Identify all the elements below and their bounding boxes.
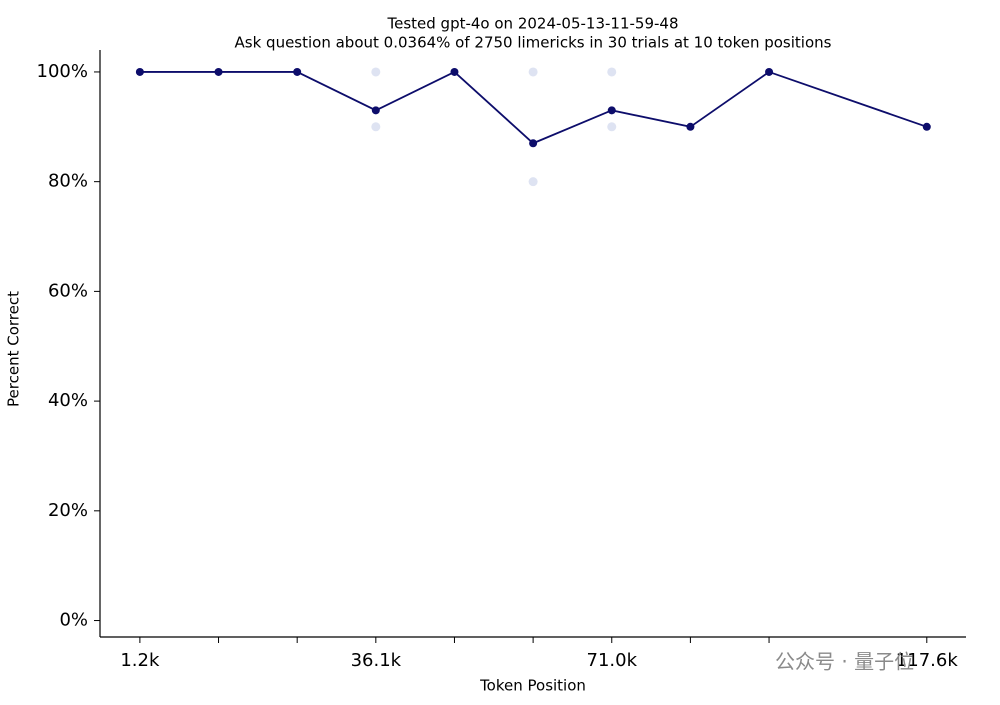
point — [214, 67, 223, 76]
trial-point — [607, 122, 617, 132]
point — [293, 67, 302, 76]
point — [529, 139, 538, 148]
x-tick-label: 36.1k — [351, 650, 402, 671]
point — [686, 122, 695, 131]
y-tick-label: 100% — [37, 61, 88, 82]
point — [765, 67, 774, 76]
trial-point — [528, 177, 538, 187]
point — [922, 122, 931, 131]
point — [607, 106, 616, 115]
trial-point — [528, 67, 538, 77]
chart-subtitle: Ask question about 0.0364% of 2750 limer… — [235, 34, 832, 52]
y-tick-label: 80% — [48, 171, 88, 192]
trial-point — [371, 67, 381, 77]
y-axis-label: Percent Correct — [5, 291, 23, 407]
point — [450, 67, 459, 76]
point — [371, 106, 380, 115]
y-tick-label: 20% — [48, 500, 88, 521]
trial-point — [371, 122, 381, 132]
x-tick-label: 117.6k — [896, 650, 959, 671]
x-tick-label: 71.0k — [587, 650, 638, 671]
line — [139, 70, 928, 145]
x-axis-label: Token Position — [479, 677, 586, 695]
chart-title: Tested gpt-4o on 2024-05-13-11-59-48 — [386, 15, 678, 33]
point — [135, 67, 144, 76]
x-tick-label: 1.2k — [120, 650, 160, 671]
y-tick-label: 0% — [59, 610, 88, 631]
watermark: 公众号 · 量子位 — [775, 650, 914, 674]
y-tick-label: 40% — [48, 390, 88, 411]
trial-point — [607, 67, 617, 77]
y-tick-label: 60% — [48, 280, 88, 301]
